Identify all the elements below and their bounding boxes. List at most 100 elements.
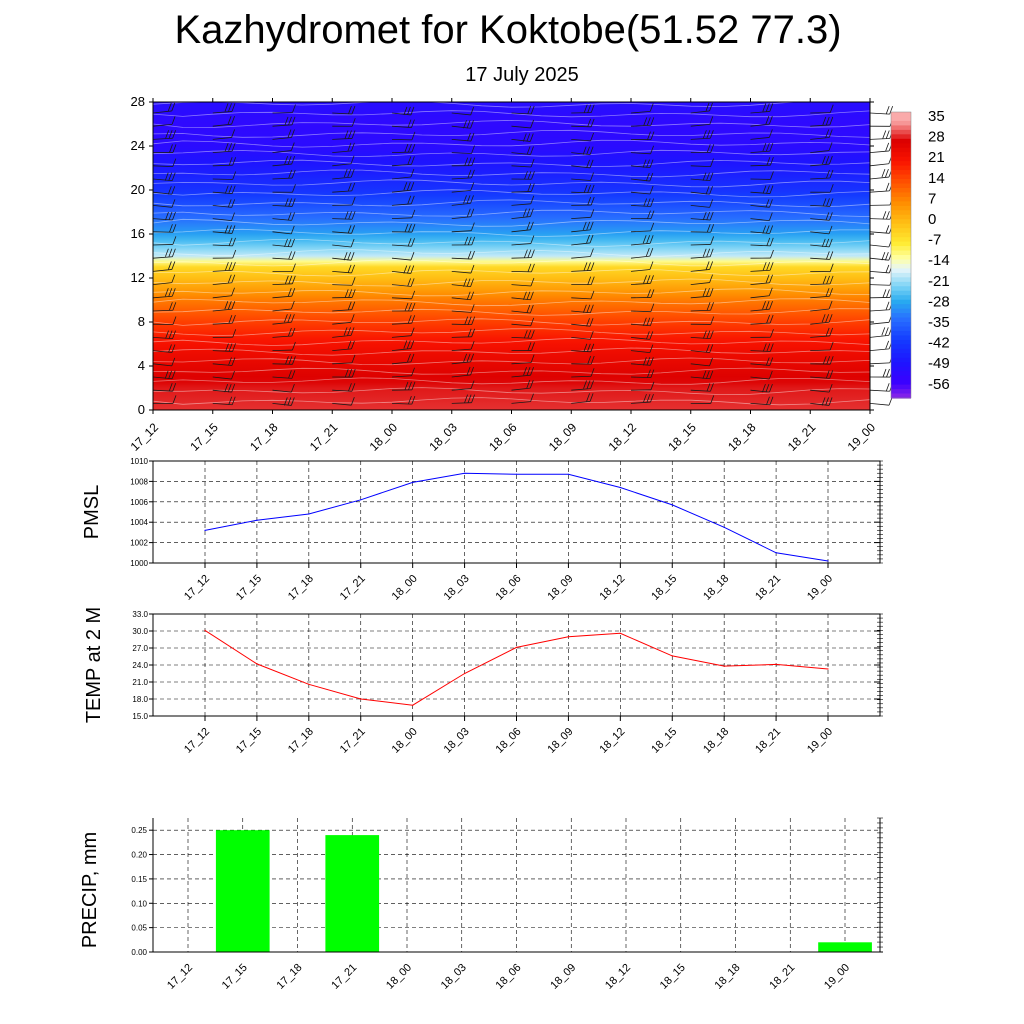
wind-barb-shaft <box>332 309 352 312</box>
x-tick-label: 18_06 <box>494 573 524 603</box>
wind-barb <box>272 225 295 235</box>
wind-barb-flag <box>769 185 774 194</box>
wind-barb <box>630 248 654 259</box>
wind-barb-flag <box>471 222 475 231</box>
wind-barb <box>272 129 295 140</box>
wind-barb <box>869 130 894 140</box>
wind-barb-flag <box>710 158 714 167</box>
colorbar-label: -21 <box>928 273 950 290</box>
wind-barb-flag <box>706 248 711 257</box>
wind-barb-flag <box>287 129 292 138</box>
wind-barb <box>391 327 415 338</box>
wind-barb-shaft <box>630 230 651 233</box>
wind-barb-flag <box>589 159 594 168</box>
wind-barb <box>511 208 534 219</box>
precip-bar <box>325 835 380 952</box>
wind-barb-flag <box>526 133 531 142</box>
wind-barb-flag <box>172 248 176 257</box>
wind-barb <box>690 330 714 340</box>
wind-barb-shaft <box>451 402 472 404</box>
wind-barb-flag <box>829 251 834 260</box>
wind-barb-flag <box>886 368 890 378</box>
wind-barb <box>212 103 236 114</box>
colorbar-swatch <box>891 179 911 185</box>
wind-barb-shaft <box>511 203 531 206</box>
wind-barb-flag <box>351 289 356 298</box>
wind-barb-shaft <box>391 151 412 153</box>
wind-barb-flag <box>647 289 651 298</box>
wind-barb-flag <box>406 182 411 191</box>
y-tick-label: 0.05 <box>131 924 147 933</box>
wind-barb-flag <box>710 302 714 311</box>
wind-barb <box>810 263 834 273</box>
isotherm-line <box>152 357 871 366</box>
wind-barb <box>810 238 833 248</box>
wind-barb-shaft <box>272 163 292 167</box>
wind-barb-shaft <box>212 111 233 114</box>
y-tick-label: 0.25 <box>131 826 147 835</box>
y-axis-label: PMSL <box>81 485 103 539</box>
wind-barb <box>750 329 774 338</box>
wind-barb-flag <box>467 132 471 142</box>
wind-barb-flag <box>766 185 770 194</box>
wind-barb-flag <box>590 132 594 142</box>
wind-barb <box>571 196 595 206</box>
wind-barb <box>391 381 416 391</box>
wind-barb-flag <box>768 212 773 221</box>
wind-barb-flag <box>530 393 534 402</box>
colorbar-swatch <box>891 362 911 368</box>
wind-barb-flag <box>650 198 655 207</box>
colorbar-label: -35 <box>928 314 950 331</box>
wind-barb <box>451 366 474 378</box>
wind-barb-flag <box>232 343 236 352</box>
wind-barb-flag <box>411 209 416 218</box>
wind-barb-flag <box>769 314 774 324</box>
wind-barb-flag <box>411 395 416 405</box>
wind-barb-shaft <box>451 310 472 313</box>
wind-barb <box>690 383 714 392</box>
colorbar-swatch <box>891 380 911 386</box>
wind-barb <box>511 249 535 259</box>
wind-barb-flag <box>411 302 416 312</box>
wind-barb <box>869 397 893 406</box>
wind-barb-flag <box>765 357 770 366</box>
wind-barb-shaft <box>332 150 352 153</box>
y-tick-label: 4 <box>138 358 145 373</box>
wind-barb-flag <box>347 142 352 152</box>
colorbar-swatch <box>891 389 911 395</box>
wind-barb-flag <box>348 368 353 378</box>
wind-barb <box>332 238 355 248</box>
wind-barb-flag <box>590 118 595 127</box>
wind-barb <box>810 383 833 393</box>
colorbar-label: -28 <box>928 293 950 310</box>
wind-barb <box>571 262 595 272</box>
data-point <box>360 499 362 501</box>
isotherm-line <box>152 377 871 385</box>
colorbar-swatch <box>891 295 911 301</box>
wind-barb <box>152 383 177 392</box>
wind-barb <box>690 186 713 195</box>
colorbar-label: 28 <box>928 129 945 146</box>
wind-barb-flag <box>530 367 534 376</box>
wind-barb-flag <box>530 146 534 155</box>
wind-barb-shaft <box>332 176 352 180</box>
wind-barb <box>451 291 475 301</box>
wind-barb <box>152 316 177 325</box>
wind-barb-flag <box>464 394 468 403</box>
wind-barb-flag <box>351 105 356 115</box>
wind-barb-flag <box>649 331 654 340</box>
wind-barb-flag <box>710 395 715 404</box>
wind-barb-flag <box>884 252 889 261</box>
wind-barb-flag <box>829 263 834 272</box>
wind-barb-flag <box>705 370 710 379</box>
wind-barb-shaft <box>391 189 411 193</box>
wind-barb-flag <box>706 144 711 153</box>
colorbar-swatch <box>891 371 911 377</box>
wind-barb <box>272 384 295 393</box>
isotherm-line <box>152 288 871 297</box>
wind-barb-shaft <box>571 270 592 272</box>
wind-barb-flag <box>351 368 356 378</box>
wind-barb-shaft <box>212 295 232 299</box>
wind-barb <box>152 248 176 259</box>
wind-barb-flag <box>769 396 774 405</box>
